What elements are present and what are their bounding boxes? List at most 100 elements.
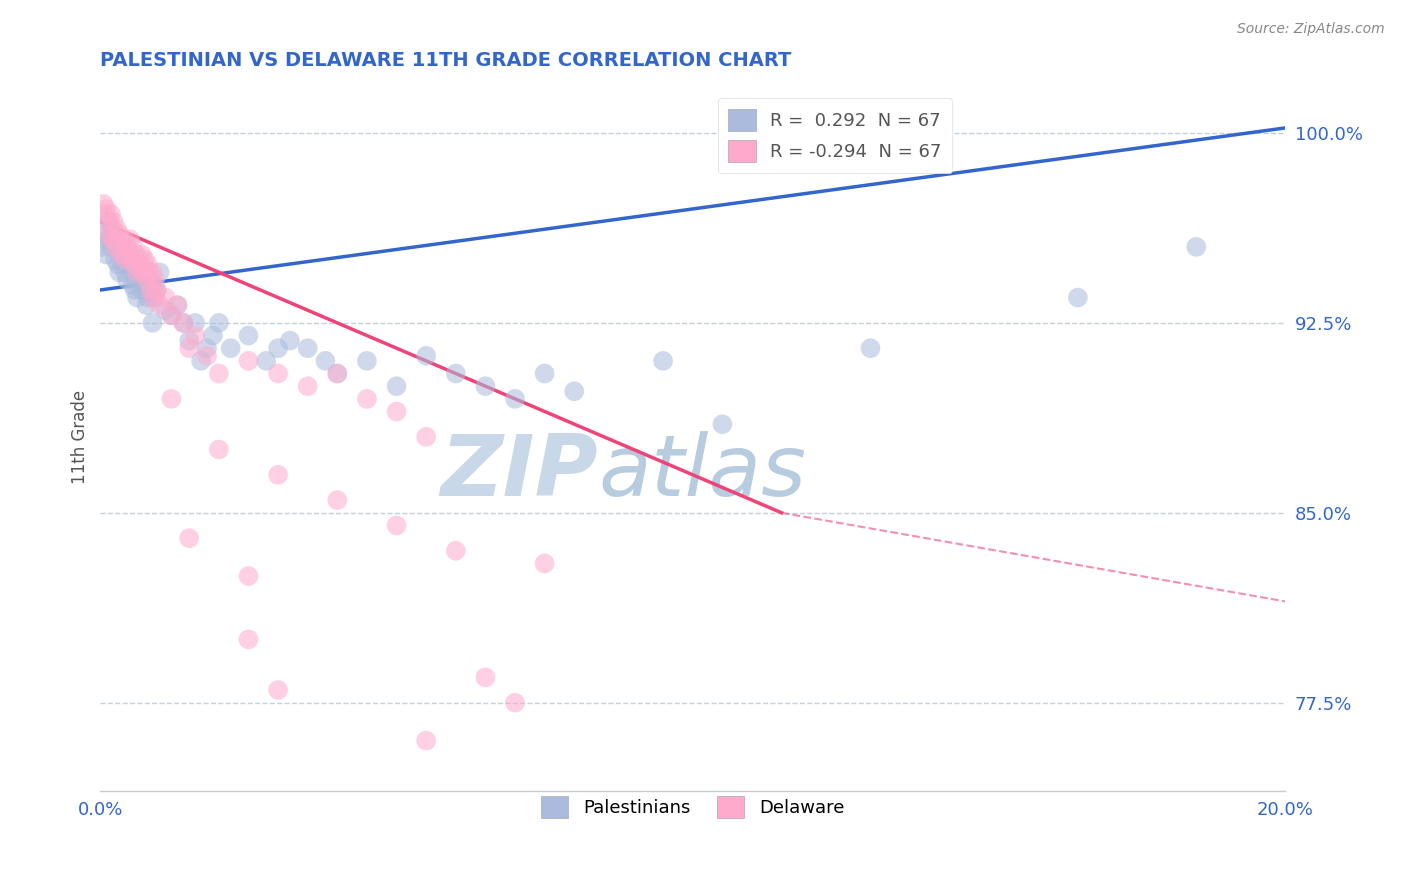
Point xyxy=(115,273,138,287)
Point xyxy=(201,328,224,343)
Point xyxy=(94,207,117,221)
Point xyxy=(1185,240,1208,254)
Point xyxy=(474,379,496,393)
Point xyxy=(326,367,349,381)
Point xyxy=(115,240,138,254)
Point xyxy=(96,247,118,261)
Point xyxy=(155,303,177,318)
Point xyxy=(139,283,162,297)
Point xyxy=(96,202,118,216)
Point xyxy=(190,354,212,368)
Point xyxy=(112,232,135,246)
Point xyxy=(128,265,150,279)
Point xyxy=(155,291,177,305)
Point xyxy=(107,232,129,246)
Point xyxy=(145,283,167,297)
Point xyxy=(101,232,124,246)
Point xyxy=(129,258,152,272)
Point xyxy=(118,232,141,246)
Legend: Palestinians, Delaware: Palestinians, Delaware xyxy=(534,789,852,825)
Point xyxy=(138,273,160,287)
Point xyxy=(132,265,155,279)
Point xyxy=(297,379,319,393)
Point xyxy=(111,258,134,272)
Point xyxy=(184,328,207,343)
Point xyxy=(385,404,408,418)
Point xyxy=(160,308,183,322)
Point xyxy=(859,341,882,355)
Point xyxy=(238,328,260,343)
Point xyxy=(100,207,122,221)
Point xyxy=(238,354,260,368)
Point xyxy=(98,214,121,228)
Point xyxy=(125,273,148,287)
Point xyxy=(208,367,231,381)
Point xyxy=(136,258,159,272)
Point xyxy=(143,273,166,287)
Point xyxy=(136,291,159,305)
Point xyxy=(108,265,131,279)
Point xyxy=(172,316,194,330)
Point xyxy=(356,354,378,368)
Point xyxy=(652,354,675,368)
Text: PALESTINIAN VS DELAWARE 11TH GRADE CORRELATION CHART: PALESTINIAN VS DELAWARE 11TH GRADE CORRE… xyxy=(100,51,792,70)
Text: ZIP: ZIP xyxy=(440,431,598,514)
Point xyxy=(141,316,163,330)
Point xyxy=(118,252,141,267)
Point xyxy=(131,283,153,297)
Point xyxy=(238,569,260,583)
Point xyxy=(444,367,467,381)
Point xyxy=(172,316,194,330)
Point xyxy=(143,291,166,305)
Point xyxy=(160,308,183,322)
Point xyxy=(91,240,114,254)
Point xyxy=(131,247,153,261)
Point xyxy=(385,518,408,533)
Point xyxy=(267,341,290,355)
Point xyxy=(314,354,336,368)
Point xyxy=(238,632,260,647)
Point xyxy=(98,227,121,242)
Point xyxy=(107,258,129,272)
Point xyxy=(125,247,148,261)
Point xyxy=(118,247,141,261)
Point xyxy=(110,247,132,261)
Point xyxy=(184,316,207,330)
Point xyxy=(503,696,526,710)
Point xyxy=(128,252,150,267)
Point xyxy=(138,265,160,279)
Point xyxy=(96,232,118,246)
Point xyxy=(415,430,437,444)
Point xyxy=(135,298,157,312)
Text: Source: ZipAtlas.com: Source: ZipAtlas.com xyxy=(1237,22,1385,37)
Point xyxy=(179,334,201,348)
Point xyxy=(104,240,127,254)
Point xyxy=(101,222,124,236)
Point xyxy=(166,298,188,312)
Point xyxy=(105,222,128,236)
Point xyxy=(124,258,146,272)
Point xyxy=(208,442,231,457)
Point xyxy=(125,265,148,279)
Point xyxy=(179,531,201,545)
Point xyxy=(385,379,408,393)
Point xyxy=(195,349,218,363)
Point xyxy=(267,467,290,482)
Point xyxy=(145,283,167,297)
Point xyxy=(142,277,165,292)
Point xyxy=(110,247,132,261)
Point xyxy=(166,298,188,312)
Point xyxy=(134,265,156,279)
Text: atlas: atlas xyxy=(598,431,806,514)
Point xyxy=(94,227,117,242)
Point xyxy=(533,367,555,381)
Point xyxy=(125,291,148,305)
Point xyxy=(503,392,526,406)
Point xyxy=(122,240,145,254)
Point xyxy=(267,683,290,698)
Point xyxy=(278,334,301,348)
Point xyxy=(179,341,201,355)
Point xyxy=(104,252,127,267)
Point xyxy=(254,354,277,368)
Point xyxy=(326,493,349,508)
